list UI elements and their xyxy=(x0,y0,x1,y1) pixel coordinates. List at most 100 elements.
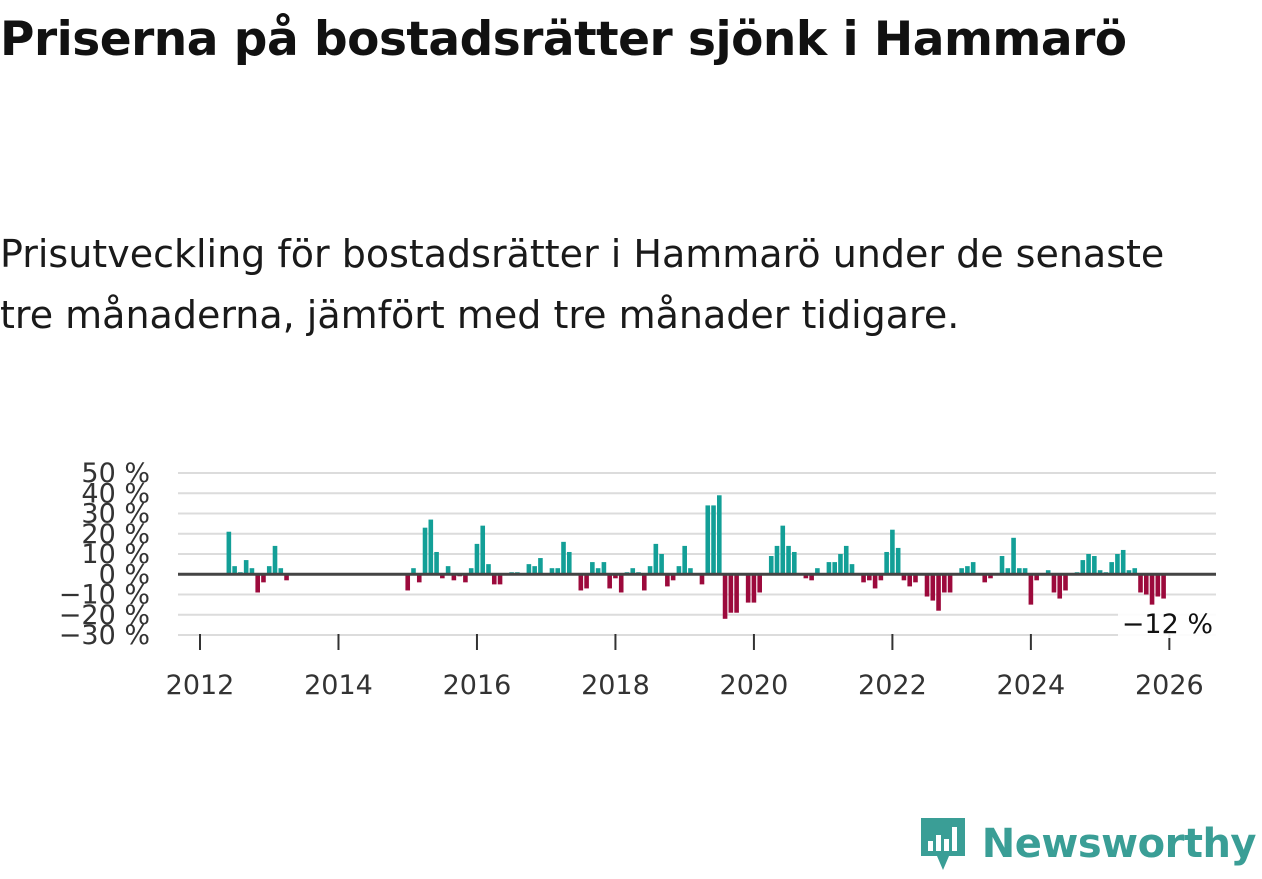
y-tick-label: 50 % xyxy=(81,458,150,489)
bar xyxy=(255,574,260,593)
bar xyxy=(682,545,687,575)
x-tick-label: 2016 xyxy=(443,670,512,701)
x-tick-label: 2012 xyxy=(166,670,235,701)
bar xyxy=(1086,554,1091,575)
bar xyxy=(999,556,1005,575)
bar xyxy=(411,568,416,575)
bar xyxy=(601,562,607,575)
x-tick-label: 2024 xyxy=(997,670,1066,701)
bar xyxy=(843,545,849,575)
bar xyxy=(884,551,889,575)
bar xyxy=(665,574,670,587)
y-tick-label: 40 % xyxy=(81,478,150,509)
bar xyxy=(422,527,428,575)
bar xyxy=(780,525,786,575)
bar xyxy=(705,505,711,575)
bar xyxy=(659,554,664,575)
bar xyxy=(942,574,947,593)
bar xyxy=(480,525,486,575)
bar xyxy=(936,574,941,611)
bar xyxy=(1045,570,1051,575)
bar xyxy=(959,568,964,575)
bar xyxy=(526,564,532,575)
bar xyxy=(474,543,480,575)
x-tick-label: 2020 xyxy=(720,670,789,701)
x-tick-label: 2014 xyxy=(304,670,373,701)
bar xyxy=(497,574,503,585)
y-tick-label: −10 % xyxy=(59,580,150,611)
bar xyxy=(924,574,930,597)
bar xyxy=(590,562,595,575)
bar xyxy=(907,574,913,587)
bar xyxy=(468,568,474,575)
bar xyxy=(532,566,537,575)
newsworthy-logo-icon xyxy=(920,818,965,870)
bar xyxy=(272,545,278,575)
bar xyxy=(809,574,814,581)
bar xyxy=(618,574,624,593)
bar xyxy=(1017,568,1022,575)
y-tick-label: −20 % xyxy=(59,600,150,631)
bar xyxy=(1097,570,1103,575)
chart-subtitle: Prisutveckling för bostadsrätter i Hamma… xyxy=(0,232,1165,337)
bar xyxy=(445,566,451,575)
bar xyxy=(861,574,866,583)
y-tick-label: 30 % xyxy=(81,499,150,530)
bar xyxy=(1034,574,1039,581)
bar xyxy=(774,545,780,575)
bar xyxy=(1149,574,1155,605)
bar xyxy=(947,574,953,593)
bar xyxy=(1080,560,1086,575)
bar xyxy=(768,556,774,575)
bar xyxy=(561,541,566,575)
bar xyxy=(867,574,872,581)
bar xyxy=(1011,537,1016,575)
bar xyxy=(1092,556,1097,575)
y-tick-label: −30 % xyxy=(59,620,150,651)
bar xyxy=(249,568,255,575)
bar xyxy=(930,574,936,601)
bar xyxy=(1028,574,1034,605)
bar xyxy=(491,574,497,585)
bar xyxy=(1132,568,1138,575)
bar xyxy=(578,574,584,591)
bar xyxy=(566,551,572,575)
bar xyxy=(982,574,988,583)
bar xyxy=(890,529,895,575)
bar xyxy=(1155,574,1161,597)
annotation-layer: −12 % xyxy=(1118,606,1216,640)
bar xyxy=(970,562,976,575)
bar xyxy=(792,551,797,575)
newsworthy-brand: Newsworthy xyxy=(918,815,1257,873)
bar xyxy=(878,574,884,581)
bar xyxy=(538,558,543,575)
bar xyxy=(988,574,993,579)
bar xyxy=(607,574,612,589)
bar xyxy=(1138,574,1143,593)
bar xyxy=(711,505,716,575)
brand-name: Newsworthy xyxy=(981,821,1257,867)
bar xyxy=(416,574,422,583)
bar xyxy=(555,568,561,575)
y-tick-label: 10 % xyxy=(81,539,150,570)
bar xyxy=(549,568,555,575)
grid-lines xyxy=(178,472,1216,636)
bar xyxy=(1115,554,1120,575)
bar xyxy=(901,574,907,581)
bar xyxy=(826,562,832,575)
bar xyxy=(1109,562,1114,575)
x-axis: 2012 2014 2016 2018 2020 2022 2024 2026 xyxy=(166,634,1204,701)
bar xyxy=(757,574,762,593)
bar xyxy=(434,551,439,575)
bar xyxy=(745,574,751,603)
bar xyxy=(613,574,618,579)
bar xyxy=(451,574,457,581)
bar xyxy=(647,566,653,575)
bar xyxy=(243,560,249,575)
bar xyxy=(849,564,855,575)
bar xyxy=(641,574,647,591)
bar xyxy=(1126,570,1132,575)
bar xyxy=(717,495,722,575)
chart-title: Priserna på bostadsrätter sjönk i Hammar… xyxy=(0,12,1127,67)
bar xyxy=(1005,568,1011,575)
